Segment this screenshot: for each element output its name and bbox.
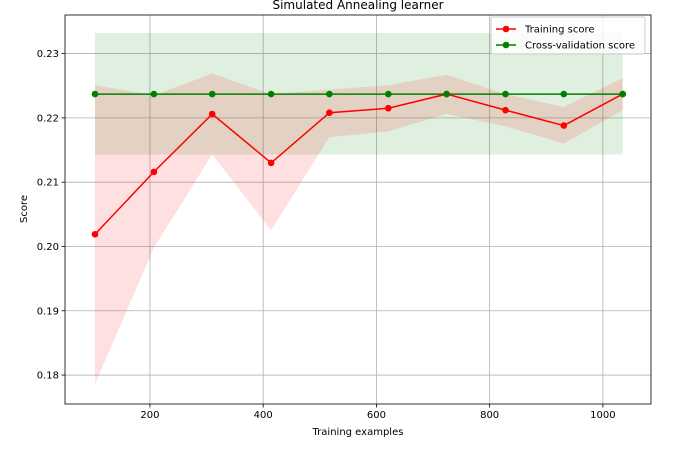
confidence-bands bbox=[95, 33, 623, 385]
x-tick-label: 200 bbox=[140, 410, 159, 421]
y-tick-label: 0.21 bbox=[37, 178, 59, 189]
data-point-cross-validation-score bbox=[619, 90, 626, 98]
data-point-training-score bbox=[150, 168, 158, 176]
legend-marker-cross-validation-score bbox=[502, 41, 510, 49]
legend: Training score Cross-validation score bbox=[490, 16, 646, 55]
x-tick-label: 800 bbox=[480, 410, 499, 421]
data-point-training-score bbox=[502, 106, 509, 114]
x-tick-label: 400 bbox=[254, 410, 273, 421]
data-point-cross-validation-score bbox=[91, 90, 99, 98]
data-point-training-score bbox=[326, 109, 333, 117]
x-axis-ticks: 200 400 600 800 1000 bbox=[140, 404, 616, 421]
x-tick-label: 600 bbox=[367, 410, 386, 421]
data-point-cross-validation-score bbox=[208, 90, 216, 98]
data-point-cross-validation-score bbox=[384, 90, 392, 98]
data-point-cross-validation-score bbox=[502, 90, 509, 98]
legend-label-training-score: Training score bbox=[524, 25, 595, 36]
data-point-training-score bbox=[91, 230, 99, 238]
y-axis-title: Score bbox=[19, 195, 30, 223]
chart-title: Simulated Annealing learner bbox=[272, 0, 443, 12]
y-tick-label: 0.22 bbox=[37, 113, 59, 124]
series-line-training-score bbox=[94, 93, 624, 235]
series-points bbox=[91, 90, 626, 238]
confidence-band-training-score bbox=[95, 73, 623, 385]
data-point-cross-validation-score bbox=[150, 90, 158, 98]
data-point-cross-validation-score bbox=[560, 90, 568, 98]
x-tick-label: 1000 bbox=[590, 410, 615, 421]
data-point-training-score bbox=[560, 122, 568, 129]
data-point-training-score bbox=[267, 159, 275, 167]
y-tick-label: 0.18 bbox=[37, 371, 59, 382]
data-point-cross-validation-score bbox=[443, 90, 450, 98]
data-point-cross-validation-score bbox=[326, 90, 333, 98]
legend-marker-training-score bbox=[502, 25, 510, 33]
legend-label-cross-validation-score: Cross-validation score bbox=[525, 41, 635, 52]
data-point-cross-validation-score bbox=[267, 90, 275, 98]
grid-lines bbox=[65, 15, 651, 404]
plot-frame bbox=[64, 14, 652, 405]
y-tick-label: 0.19 bbox=[37, 306, 59, 317]
legend-box bbox=[490, 16, 646, 55]
y-tick-label: 0.23 bbox=[37, 49, 59, 60]
data-point-training-score bbox=[208, 110, 216, 118]
y-tick-label: 0.20 bbox=[37, 242, 59, 253]
y-axis-ticks: 0.18 0.19 0.20 0.21 0.22 0.23 bbox=[37, 49, 65, 382]
data-point-training-score bbox=[384, 104, 392, 112]
series-lines bbox=[94, 93, 624, 235]
x-axis-title: Training examples bbox=[312, 427, 404, 438]
